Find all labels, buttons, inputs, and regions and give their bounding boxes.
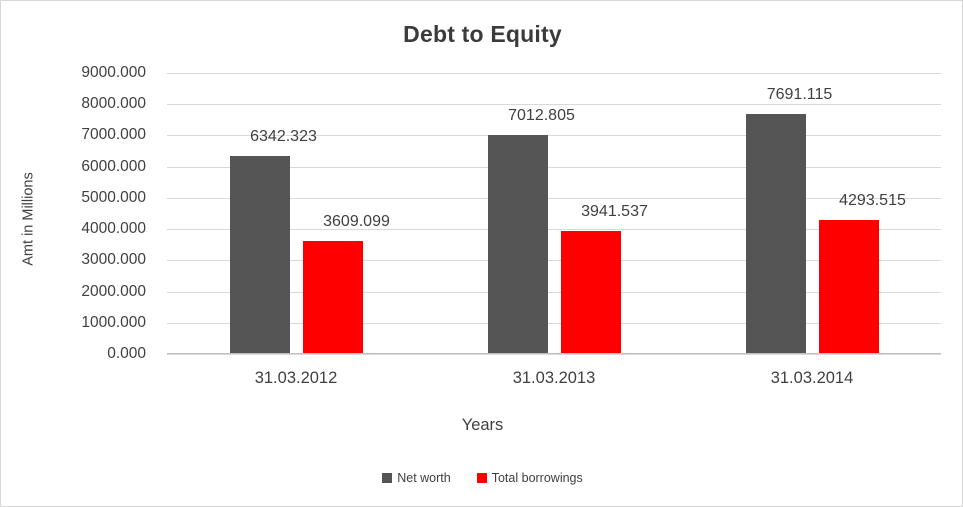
bar-total-borrowings — [818, 219, 879, 354]
x-axis-tick-label: 31.03.2013 — [512, 369, 596, 387]
gridline — [167, 104, 941, 106]
plot-area: 6342.323 3609.099 7012.805 3941.537 7691.115… — [167, 73, 941, 355]
legend-swatch-icon — [382, 473, 393, 483]
gridline — [167, 354, 941, 355]
y-axis-tick-labels: 9000.000 8000.000 7000.000 6000.000 5000.000… — [1, 64, 156, 362]
bar-value-label: 7012.805 — [508, 107, 575, 125]
gridline — [167, 166, 941, 168]
x-axis-title: Years — [461, 416, 504, 434]
gridline — [167, 197, 941, 199]
bar-value-label: 6342.323 — [250, 127, 317, 145]
x-axis-tick-label: 31.03.2012 — [254, 369, 338, 387]
legend-item[interactable]: Net worth — [382, 471, 451, 485]
bar-net-worth — [745, 113, 806, 354]
legend-swatch-icon — [476, 473, 487, 483]
bar-value-label: 3941.537 — [581, 202, 648, 220]
bar-net-worth — [229, 155, 290, 354]
gridline — [167, 260, 941, 262]
y-axis-tick-label: 8000.000 — [81, 95, 146, 113]
chart-legend: Net worth Total borrowings — [1, 471, 962, 485]
bar-total-borrowings — [302, 241, 363, 354]
gridline — [167, 291, 941, 293]
y-axis-tick-label: 9000.000 — [81, 64, 146, 81]
y-axis-tick-label: 1000.000 — [81, 313, 146, 331]
gridline — [167, 322, 941, 324]
gridline — [167, 73, 941, 74]
y-axis-tick-label: 7000.000 — [81, 126, 146, 144]
y-axis-tick-label: 2000.000 — [81, 282, 146, 300]
x-axis-line — [167, 353, 941, 354]
bar-value-label: 4293.515 — [839, 191, 906, 209]
bar-total-borrowings — [560, 230, 621, 354]
y-axis-tick-label: 3000.000 — [81, 251, 146, 269]
bar-value-label: 3609.099 — [323, 213, 390, 231]
legend-label: Net worth — [397, 471, 451, 485]
chart-title: Debt to Equity — [403, 21, 562, 47]
legend-item[interactable]: Total borrowings — [476, 471, 583, 485]
gridline — [167, 229, 941, 231]
x-axis-tick-label: 31.03.2014 — [770, 369, 854, 387]
y-axis-tick-label: 6000.000 — [81, 157, 146, 175]
y-axis-tick-label: 4000.000 — [81, 220, 146, 238]
bar-net-worth — [487, 135, 548, 354]
gridline — [167, 135, 941, 137]
y-axis-tick-label: 5000.000 — [81, 188, 146, 206]
y-axis-tick-label: 0.000 — [107, 345, 146, 362]
legend-label: Total borrowings — [491, 471, 583, 485]
bar-value-label: 7691.115 — [766, 85, 833, 103]
